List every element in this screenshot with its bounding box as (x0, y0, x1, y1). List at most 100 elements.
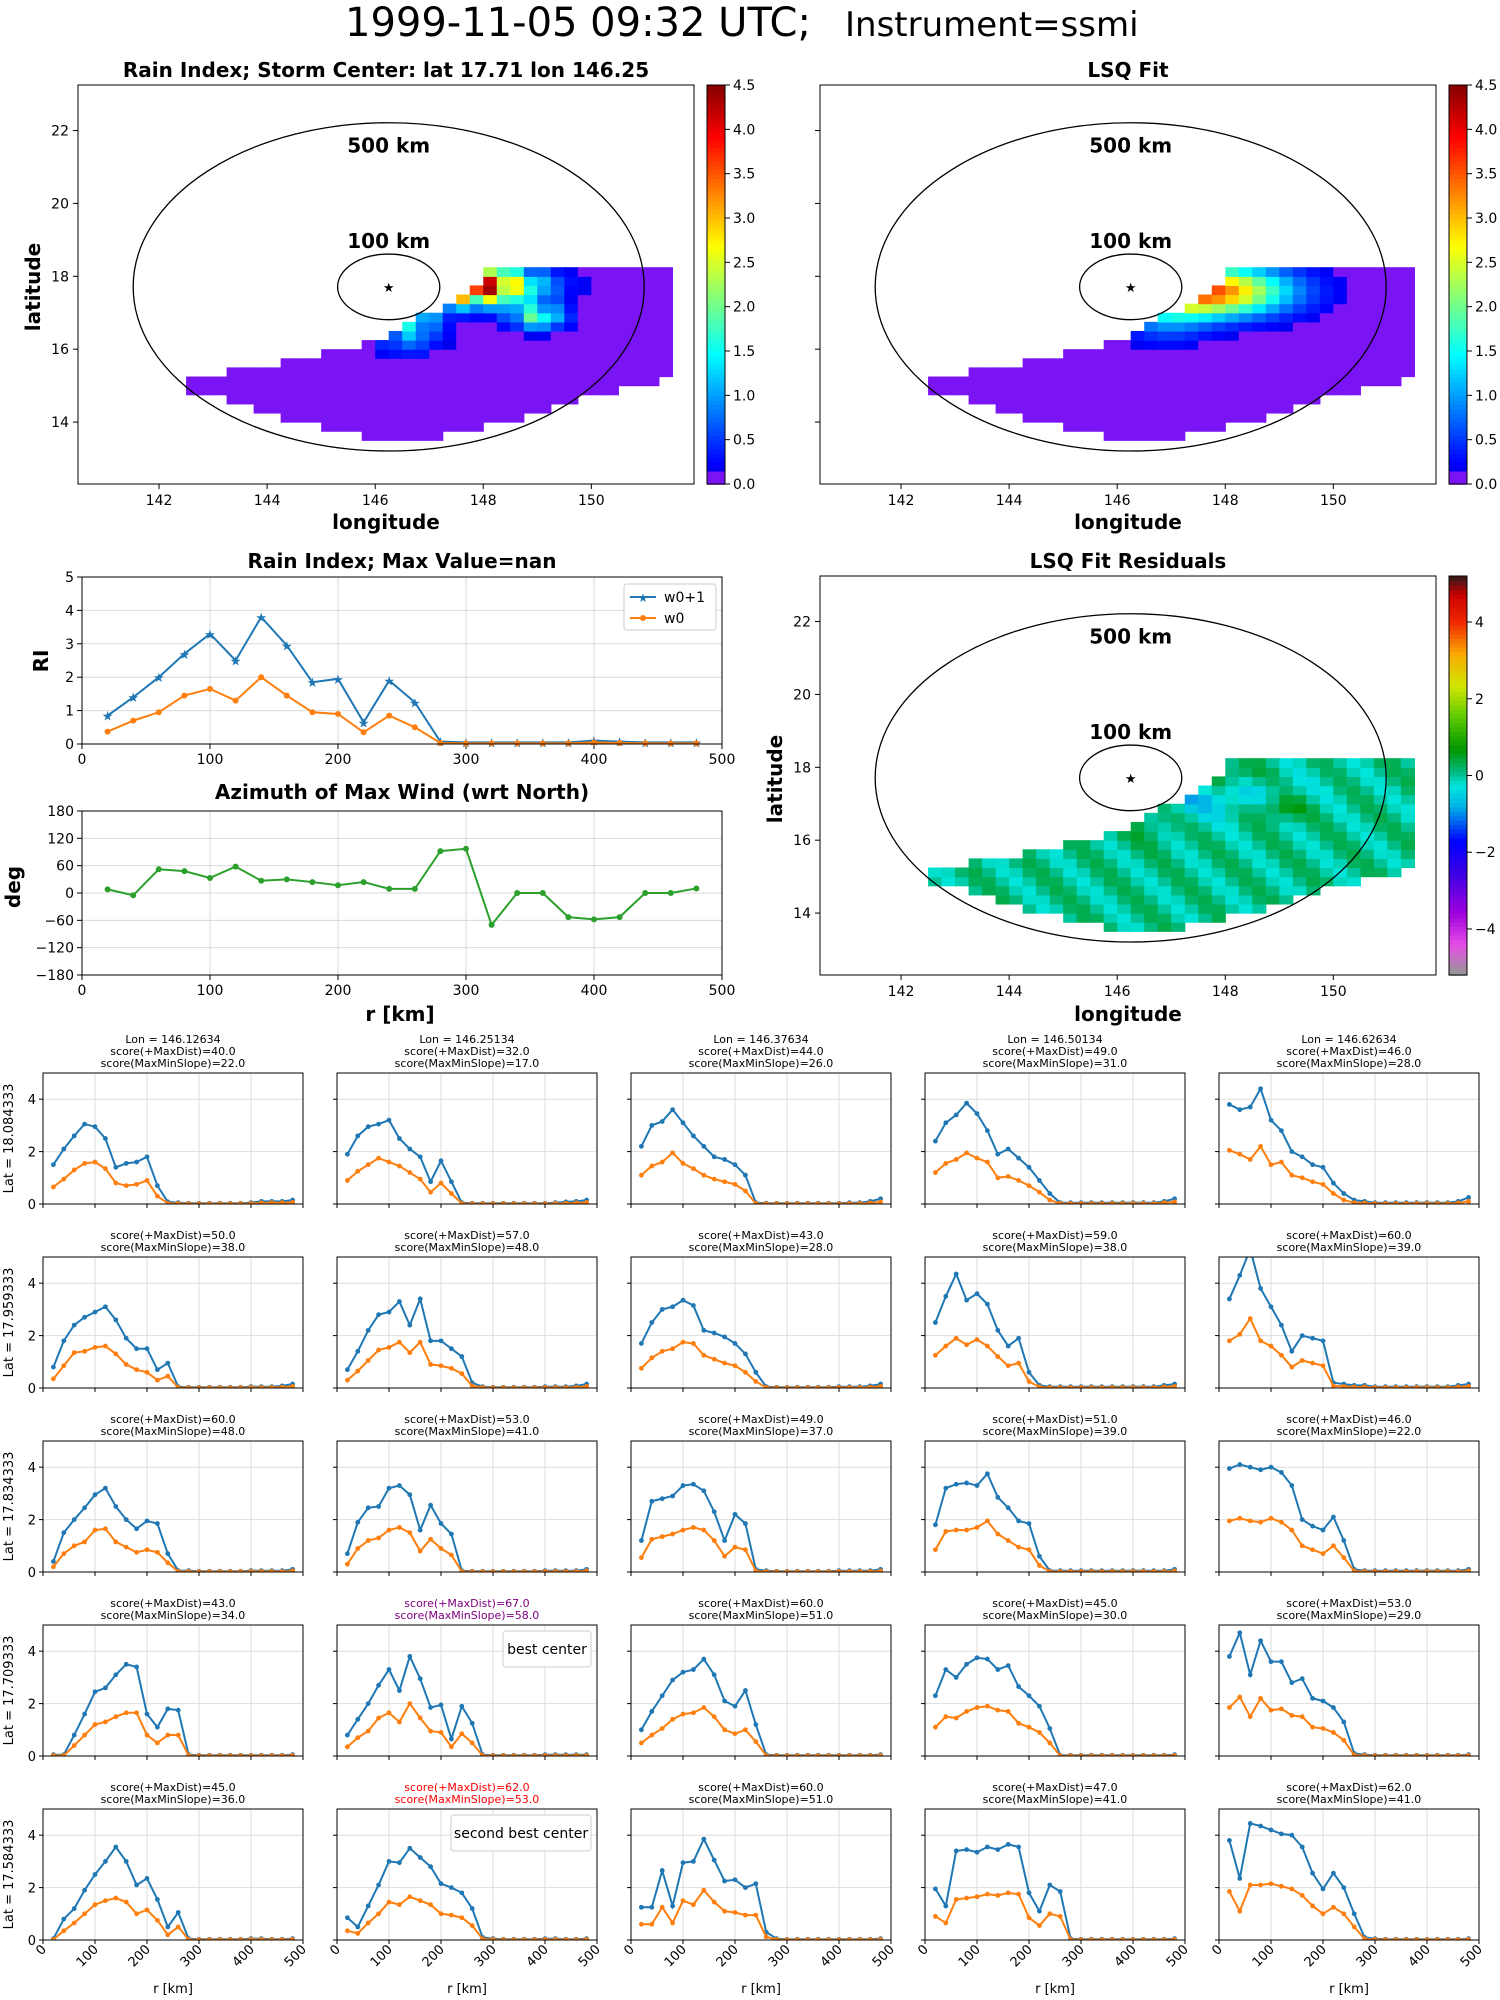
grid-point-w0 (1026, 1547, 1032, 1553)
grid-point-w0 (1130, 1385, 1136, 1388)
grid-point-w0 (1414, 1569, 1419, 1572)
grid-point-w0 (1247, 1316, 1253, 1321)
grid-point-w0 (1099, 1753, 1105, 1756)
grid-cell-score-maxminslope: score(MaxMinSlope)=22.0 (101, 1057, 246, 1070)
grid-point-w0 (1279, 1159, 1284, 1165)
grid-point-w0p1 (71, 1732, 77, 1738)
grid-point-w0p1 (1047, 1726, 1053, 1731)
grid-xtick-label: 200 (1008, 1942, 1036, 1970)
grid-point-w0 (1237, 1515, 1243, 1521)
ri-series-point-1 (309, 709, 316, 716)
grid-point-w0p1 (933, 1320, 938, 1325)
grid-point-w0 (134, 1181, 140, 1187)
grid-point-w0 (701, 1887, 707, 1893)
grid-point-w0 (449, 1912, 454, 1918)
grid-point-w0p1 (701, 1836, 707, 1842)
grid-point-w0 (1466, 1384, 1471, 1388)
grid-point-w0 (1078, 1385, 1084, 1388)
grid-point-w0 (511, 1569, 517, 1572)
grid-point-w0p1 (376, 1682, 381, 1688)
grid-cell-score-maxdist: score(+MaxDist)=62.0 (404, 1781, 529, 1794)
grid-point-w0p1 (743, 1172, 748, 1178)
grid-point-w0p1 (469, 1906, 475, 1911)
grid-point-w0 (691, 1166, 696, 1172)
lsq-colorbar-label: 3.5 (1475, 167, 1497, 183)
grid-point-w0 (584, 1568, 589, 1572)
az-frame (81, 810, 723, 976)
grid-xtick-label: 100 (368, 1942, 396, 1970)
grid-point-w0 (1424, 1753, 1430, 1756)
resid-map-plot: 500 km 100 km ★ 142 144 146 148 150 14 16 18 20 22 (793, 575, 1437, 1000)
az-series-point-0 (488, 921, 495, 928)
grid-cell-frame (336, 1808, 598, 1941)
grid-point-w0 (1258, 1143, 1263, 1149)
grid-point-w0p1 (649, 1123, 655, 1128)
grid-point-w0 (290, 1568, 295, 1572)
grid-point-w0 (743, 1727, 748, 1733)
grid-point-w0 (238, 1753, 243, 1756)
grid-point-w0 (1109, 1385, 1115, 1388)
grid-cell: score(+MaxDist)=53.0score(MaxMinSlope)=2… (1215, 1597, 1480, 1760)
grid-point-w0 (659, 1348, 665, 1354)
grid-point-w0 (1120, 1385, 1125, 1388)
grid-xlabel: r [km] (153, 1982, 193, 1997)
ri-plot-bg (82, 577, 722, 744)
grid-cell-series (51, 1304, 295, 1388)
grid-point-w0 (207, 1569, 212, 1572)
grid-point-w0 (103, 1898, 108, 1904)
grid-point-w0 (1089, 1385, 1094, 1388)
grid-point-w0 (1383, 1201, 1388, 1204)
grid-point-w0 (1130, 1937, 1136, 1940)
grid-xtick-label: 200 (1302, 1942, 1330, 1970)
grid-point-w0 (1372, 1937, 1378, 1940)
grid-point-w0 (1237, 1908, 1243, 1914)
grid-point-w0 (407, 1701, 413, 1706)
grid-point-w0 (857, 1201, 863, 1204)
grid-point-w0 (490, 1753, 496, 1756)
az-series-point-0 (693, 885, 700, 892)
grid-point-w0p1 (1466, 1195, 1471, 1200)
grid-point-w0p1 (61, 1338, 67, 1344)
grid-point-w0 (521, 1201, 527, 1204)
grid-point-w0 (175, 1569, 181, 1572)
grid-point-w0 (1109, 1937, 1115, 1940)
grid-point-w0 (1393, 1569, 1399, 1572)
grid-point-w0 (953, 1157, 959, 1162)
grid-cell-frame (1218, 1440, 1480, 1573)
ri-series-point-0: ★ (307, 676, 319, 691)
grid-point-w0 (553, 1753, 558, 1756)
grid-point-w0p1 (103, 1485, 108, 1491)
grid-point-w0p1 (407, 1322, 413, 1328)
grid-cell-score-maxminslope: score(MaxMinSlope)=34.0 (101, 1609, 246, 1622)
grid-point-w0p1 (1299, 1333, 1305, 1338)
grid-point-w0 (1109, 1569, 1115, 1572)
grid-point-w0 (227, 1201, 233, 1204)
rain-colorbar-label: 0.0 (733, 477, 755, 493)
grid-point-w0 (784, 1201, 790, 1204)
grid-point-w0p1 (1227, 1296, 1232, 1302)
grid-point-w0p1 (943, 1293, 949, 1299)
ri-series-point-1 (181, 692, 188, 699)
grid-point-w0 (386, 1710, 392, 1716)
grid-point-w0 (1141, 1385, 1146, 1388)
grid-point-w0p1 (1026, 1693, 1032, 1699)
grid-point-w0 (365, 1920, 371, 1926)
grid-point-w0p1 (123, 1335, 129, 1341)
grid-point-w0 (155, 1193, 160, 1199)
grid-point-w0 (428, 1189, 433, 1195)
grid-point-w0 (376, 1535, 381, 1541)
ri-ytick-label: 1 (65, 704, 74, 720)
grid-point-w0p1 (407, 1146, 413, 1152)
az-series-point-0 (411, 885, 418, 892)
grid-point-w0 (974, 1705, 980, 1710)
grid-point-w0 (259, 1200, 264, 1204)
grid-point-w0 (878, 1384, 883, 1388)
grid-point-w0p1 (1310, 1162, 1315, 1168)
az-xtick-label: 300 (453, 983, 480, 999)
grid-point-w0 (1037, 1923, 1042, 1928)
grid-cell-bg (925, 1441, 1185, 1572)
grid-point-w0p1 (953, 1112, 959, 1118)
grid-point-w0 (649, 1355, 655, 1361)
grid-point-w0p1 (659, 1496, 665, 1502)
